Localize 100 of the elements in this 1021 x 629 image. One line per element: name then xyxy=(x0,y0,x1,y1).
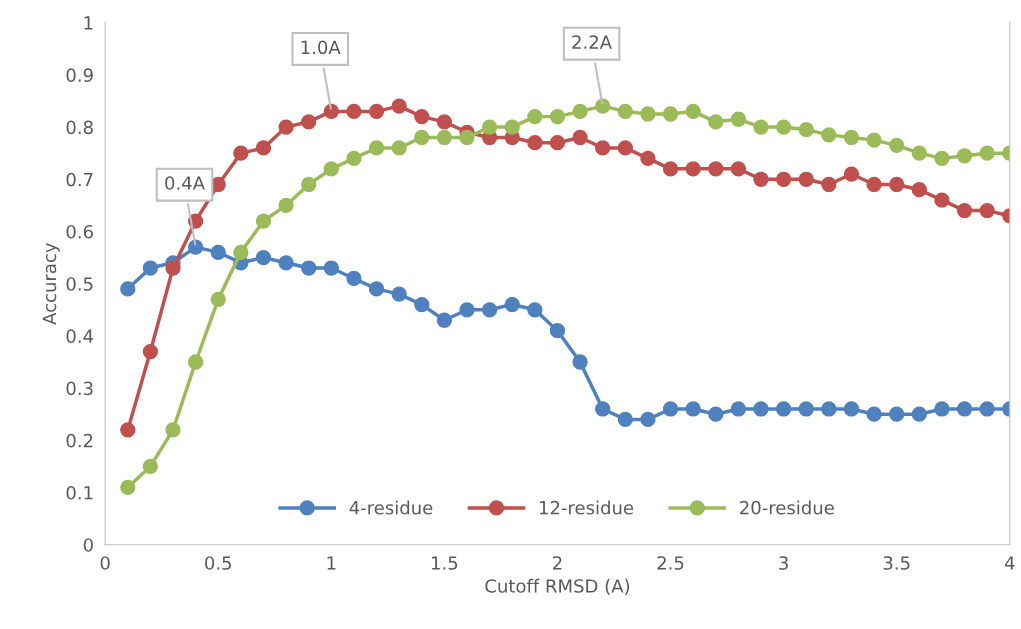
point xyxy=(798,171,814,187)
point xyxy=(527,108,543,125)
point xyxy=(979,401,995,417)
point xyxy=(979,202,995,219)
x-tick-label: 4 xyxy=(1004,556,1015,570)
point xyxy=(187,239,204,255)
point xyxy=(753,401,769,417)
point xyxy=(142,260,159,276)
point xyxy=(165,422,181,438)
point xyxy=(934,192,950,208)
point xyxy=(889,137,905,153)
point xyxy=(549,323,566,339)
point xyxy=(323,260,339,276)
point xyxy=(233,244,249,260)
point xyxy=(956,202,973,219)
point xyxy=(753,119,769,135)
point xyxy=(527,302,543,318)
x-tick-label: 0 xyxy=(100,556,110,570)
point xyxy=(142,458,159,475)
point xyxy=(934,401,950,417)
point xyxy=(459,129,475,146)
point xyxy=(142,343,159,360)
point xyxy=(391,140,407,156)
point xyxy=(617,411,633,428)
point xyxy=(911,182,927,198)
point xyxy=(775,401,792,417)
point xyxy=(866,406,882,422)
point xyxy=(843,129,860,146)
point xyxy=(187,354,204,370)
point xyxy=(798,401,814,417)
annotation: 2.2A xyxy=(572,35,612,49)
point xyxy=(685,161,701,177)
point xyxy=(866,132,882,148)
point xyxy=(889,406,905,422)
x-tick-label: 2 xyxy=(553,556,562,570)
point xyxy=(708,114,724,130)
point xyxy=(210,291,226,307)
point xyxy=(708,406,724,422)
x-axis-title: Cutoff RMSD (A) xyxy=(485,578,630,595)
point xyxy=(368,140,385,156)
point xyxy=(255,140,272,156)
point xyxy=(572,103,588,120)
point xyxy=(956,148,973,164)
point xyxy=(165,260,181,276)
y-tick-label: 0.3 xyxy=(66,381,93,396)
point xyxy=(504,296,520,313)
point xyxy=(346,103,362,120)
point xyxy=(301,114,317,130)
x-tick-label: 1 xyxy=(327,556,336,570)
point xyxy=(798,122,814,138)
point xyxy=(956,401,973,417)
legend-label: 20-residue xyxy=(740,500,834,515)
point xyxy=(708,161,724,177)
y-tick-label: 0.5 xyxy=(66,277,93,291)
y-tick-label: 0 xyxy=(83,538,93,552)
point xyxy=(730,111,747,127)
point xyxy=(934,150,950,167)
point xyxy=(436,129,453,146)
point xyxy=(323,103,339,120)
point xyxy=(346,150,362,167)
y-tick-label: 0.9 xyxy=(66,68,93,82)
point xyxy=(549,108,566,125)
point xyxy=(255,213,272,229)
point xyxy=(979,145,995,161)
x-tick-label: 3.5 xyxy=(883,556,910,570)
point xyxy=(595,401,611,417)
point xyxy=(549,135,566,151)
point xyxy=(459,302,475,318)
x-tick-label: 0.5 xyxy=(205,556,232,570)
point xyxy=(730,401,747,417)
x-tick-label: 1.5 xyxy=(432,556,458,570)
y-tick-label: 0.6 xyxy=(66,224,93,239)
point xyxy=(255,249,272,266)
point xyxy=(662,106,679,122)
point xyxy=(414,108,430,125)
point xyxy=(527,135,543,151)
point xyxy=(640,150,656,167)
point xyxy=(617,140,633,156)
point xyxy=(233,145,249,161)
x-tick-label: 2.5 xyxy=(657,556,684,570)
point xyxy=(775,119,792,135)
annotation: 1.0A xyxy=(301,40,341,55)
y-tick-label: 0.4 xyxy=(66,329,94,343)
point xyxy=(368,281,385,297)
point xyxy=(866,176,882,193)
point xyxy=(278,255,294,271)
y-tick-label: 0.2 xyxy=(66,433,93,448)
point xyxy=(685,401,701,417)
point xyxy=(595,140,611,156)
point xyxy=(911,406,927,422)
point xyxy=(368,103,385,120)
point xyxy=(821,401,837,417)
point xyxy=(346,270,362,287)
point xyxy=(120,479,136,495)
point xyxy=(572,129,588,146)
point xyxy=(391,98,407,114)
point xyxy=(662,161,679,177)
y-tick-label: 1 xyxy=(84,16,93,30)
point xyxy=(662,401,679,417)
point xyxy=(843,401,860,417)
